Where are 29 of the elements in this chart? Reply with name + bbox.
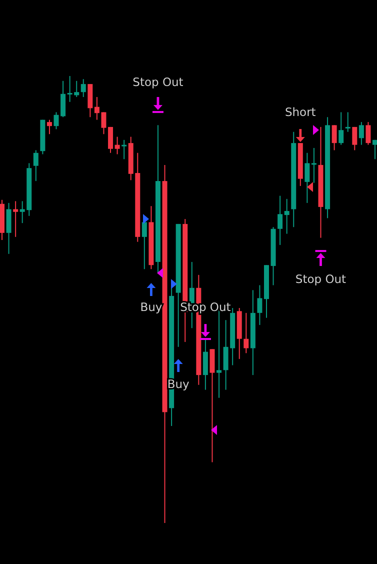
candlestick	[33, 150, 38, 182]
candlestick	[332, 124, 337, 151]
candlestick	[284, 198, 290, 234]
candlestick	[142, 222, 147, 270]
candlestick	[358, 122, 364, 146]
candlestick	[304, 152, 310, 204]
annotation: Stop Out	[295, 272, 347, 286]
candlestick	[13, 200, 18, 238]
candlestick	[345, 112, 350, 132]
candlestick	[6, 202, 12, 254]
candlestick	[244, 312, 249, 354]
annotation: Stop Out	[132, 75, 184, 90]
candlestick	[257, 284, 262, 326]
candlestick	[108, 126, 114, 154]
annotation: Buy	[140, 300, 162, 314]
candlestick	[46, 119, 52, 135]
candlestick	[366, 122, 371, 146]
candlestick	[202, 338, 208, 390]
candlestick	[114, 136, 120, 155]
annotation: Short	[284, 105, 316, 120]
candlestick	[352, 126, 358, 151]
candlestick	[210, 348, 215, 463]
candlestick	[311, 147, 316, 184]
candlestick	[216, 310, 222, 398]
candlestick	[80, 78, 86, 98]
candlestick	[278, 195, 283, 246]
candlestick	[372, 139, 377, 160]
candlestick	[122, 139, 127, 160]
candlestick	[338, 112, 344, 146]
